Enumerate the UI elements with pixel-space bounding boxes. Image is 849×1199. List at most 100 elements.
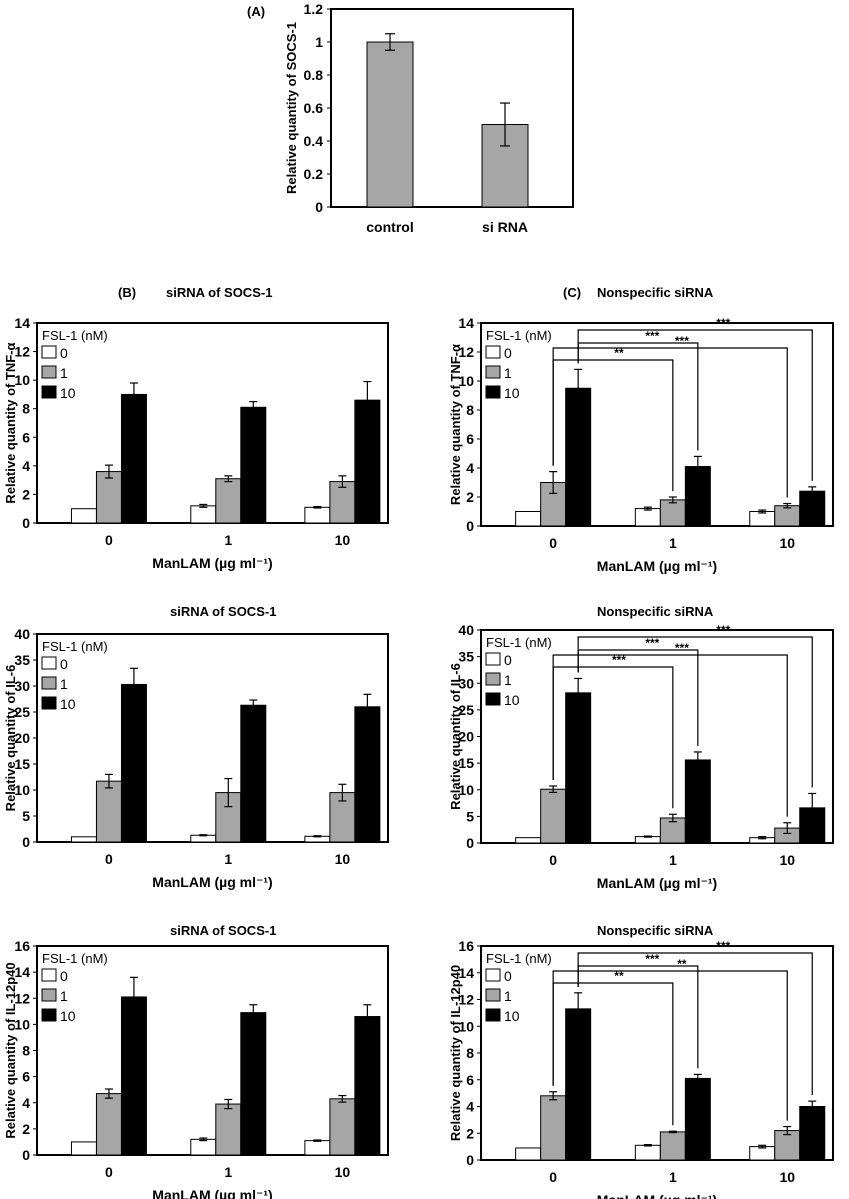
b1-bar	[240, 406, 267, 524]
c2-ytick-label: 10	[458, 782, 474, 798]
c1-xlabel: ManLAM (µg ml⁻¹)	[597, 558, 717, 574]
c2-bar	[684, 759, 711, 844]
c3-ytick-label: 6	[466, 1072, 474, 1088]
b1-bar	[70, 508, 97, 524]
c1-sig-bracket	[577, 329, 813, 481]
c3-xlabel: ManLAM (µg ml⁻¹)	[597, 1192, 717, 1199]
b2-ytick-label: 15	[14, 756, 30, 772]
c3-legend-swatch	[485, 988, 501, 1002]
c2-ytick-label: 5	[466, 808, 474, 824]
b1-bar	[354, 399, 381, 524]
c2-xtick-label: 0	[549, 852, 557, 868]
b2-ytick-label: 5	[22, 808, 30, 824]
c2-legend-swatch	[485, 692, 501, 706]
b3-legend-label: 0	[60, 968, 68, 984]
c1-sig-label: **	[614, 346, 624, 360]
c3-legend-label: 0	[504, 968, 512, 984]
a-ytick-label: 1	[315, 34, 323, 50]
c1-ytick-label: 0	[466, 518, 474, 534]
b1-xtick-label: 0	[105, 532, 113, 548]
row3-b-title: siRNA of SOCS-1	[170, 923, 276, 938]
a-ytick-label: 0.6	[304, 100, 324, 116]
c3-bar	[659, 1131, 686, 1161]
b1-bar	[329, 481, 356, 524]
c2-sig-bracket	[577, 636, 813, 788]
c3-sig-bracket	[577, 952, 813, 1096]
b1-ytick-label: 12	[14, 344, 30, 360]
b1-bar	[95, 471, 122, 524]
c1-ytick-label: 8	[466, 402, 474, 418]
c2-sig-label: ***	[675, 641, 689, 655]
b1-legend-swatch	[41, 385, 57, 399]
b2-ytick-label: 30	[14, 678, 30, 694]
c1-xtick-label: 1	[669, 535, 677, 551]
c1-bar	[659, 499, 686, 527]
a-ytick-label: 1.2	[304, 1, 324, 17]
b3-legend-swatch	[41, 988, 57, 1002]
c2-plot-frame	[480, 629, 834, 844]
b2-bar	[354, 706, 381, 843]
b1-legend-swatch	[41, 365, 57, 379]
b2-ylabel: Relative quantity of IL-6	[3, 665, 18, 812]
b1-legend-swatch	[41, 345, 57, 359]
c1-bar	[565, 387, 592, 527]
b1-ytick-label: 8	[22, 401, 30, 417]
b2-xlabel: ManLAM (µg ml⁻¹)	[152, 874, 272, 890]
b3-legend-swatch	[41, 968, 57, 982]
b3-ytick-label: 4	[22, 1095, 30, 1111]
c3-legend-swatch	[485, 968, 501, 982]
c3-sig-bracket	[552, 970, 788, 1121]
c1-ytick-label: 4	[466, 460, 474, 476]
c2-xtick-label: 10	[779, 852, 795, 868]
c3-legend-swatch	[485, 1008, 501, 1022]
b2-xtick-label: 1	[224, 851, 232, 867]
a-ytick-label: 0.8	[304, 67, 324, 83]
c2-ylabel: Relative quantity of IL-6	[448, 663, 463, 810]
c1-ytick-label: 10	[458, 373, 474, 389]
b1-bar	[304, 506, 331, 524]
c3-bar	[799, 1106, 826, 1161]
c1-bar	[774, 505, 801, 527]
c2-legend-swatch	[485, 672, 501, 686]
c1-sig-label: ***	[675, 334, 689, 348]
a-ytick-label: 0	[315, 199, 323, 215]
c1-bar	[515, 511, 542, 527]
panel-a-label: (A)	[247, 4, 265, 19]
b2-xtick-label: 0	[105, 851, 113, 867]
b2-ytick-label: 0	[22, 834, 30, 850]
c3-sig-label: **	[614, 969, 624, 983]
c3-sig-label: ***	[716, 939, 730, 953]
b2-legend-swatch	[41, 656, 57, 670]
c1-sig-bracket	[552, 347, 788, 498]
b3-legend-swatch	[41, 1008, 57, 1022]
b1-ytick-label: 14	[14, 315, 30, 331]
c3-bar	[684, 1077, 711, 1161]
c1-ytick-label: 12	[458, 344, 474, 360]
c3-sig-label: **	[677, 957, 687, 971]
c3-legend-label: 10	[504, 1008, 520, 1024]
c2-legend-swatch	[485, 652, 501, 666]
b1-ytick-label: 10	[14, 372, 30, 388]
c2-xtick-label: 1	[669, 852, 677, 868]
c2-ytick-label: 25	[458, 702, 474, 718]
b2-ytick-label: 10	[14, 782, 30, 798]
b3-bar	[240, 1012, 267, 1156]
b3-ytick-label: 8	[22, 1043, 30, 1059]
b3-ytick-label: 6	[22, 1069, 30, 1085]
b2-bar	[120, 683, 147, 843]
c1-legend-label: 10	[504, 385, 520, 401]
a-ylabel: Relative quantity of SOCS-1	[284, 22, 299, 194]
c1-legend-swatch	[485, 365, 501, 379]
c3-bar	[565, 1008, 592, 1161]
c3-ytick-label: 10	[458, 1018, 474, 1034]
b1-ylabel: Relative quantity of TNF-α	[3, 342, 18, 503]
c2-ytick-label: 15	[458, 755, 474, 771]
b2-legend-label: 10	[60, 696, 76, 712]
b1-ytick-label: 4	[22, 458, 30, 474]
b2-ytick-label: 20	[14, 730, 30, 746]
b2-ytick-label: 25	[14, 704, 30, 720]
b1-xlabel: ManLAM (µg ml⁻¹)	[152, 555, 272, 571]
b3-xlabel: ManLAM (µg ml⁻¹)	[152, 1187, 272, 1199]
c2-bar	[565, 692, 592, 844]
